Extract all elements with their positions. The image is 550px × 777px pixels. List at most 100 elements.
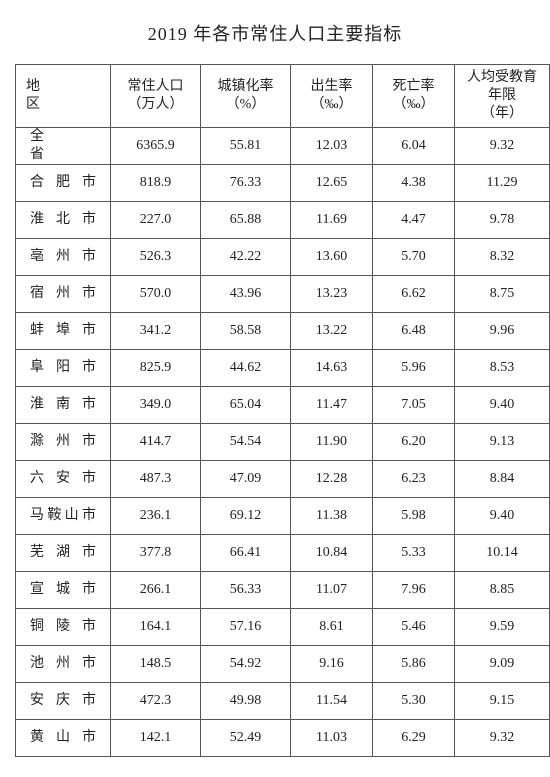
cell-pop: 487.3 xyxy=(111,461,201,498)
cell-region: 合肥市 xyxy=(16,165,111,202)
cell-region: 淮北市 xyxy=(16,202,111,239)
cell-pop: 472.3 xyxy=(111,683,201,720)
cell-birth: 12.65 xyxy=(291,165,373,202)
cell-birth: 12.03 xyxy=(291,128,373,165)
cell-birth: 8.61 xyxy=(291,609,373,646)
cell-pop: 377.8 xyxy=(111,535,201,572)
cell-urban: 57.16 xyxy=(201,609,291,646)
cell-urban: 65.04 xyxy=(201,387,291,424)
cell-death: 6.29 xyxy=(373,720,455,757)
cell-region: 安庆市 xyxy=(16,683,111,720)
table-row: 黄山市142.152.4911.036.299.32 xyxy=(16,720,550,757)
cell-death: 5.33 xyxy=(373,535,455,572)
cell-edu: 9.78 xyxy=(455,202,550,239)
cell-death: 4.38 xyxy=(373,165,455,202)
cell-urban: 52.49 xyxy=(201,720,291,757)
col-header-edu: 人均受教育年限（年） xyxy=(455,65,550,128)
cell-region: 铜陵市 xyxy=(16,609,111,646)
cell-urban: 55.81 xyxy=(201,128,291,165)
cell-birth: 10.84 xyxy=(291,535,373,572)
cell-death: 6.62 xyxy=(373,276,455,313)
cell-urban: 54.92 xyxy=(201,646,291,683)
table-row: 宿州市570.043.9613.236.628.75 xyxy=(16,276,550,313)
cell-region: 马鞍山市 xyxy=(16,498,111,535)
col-header-pop: 常住人口（万人） xyxy=(111,65,201,128)
cell-edu: 9.09 xyxy=(455,646,550,683)
cell-edu: 9.32 xyxy=(455,720,550,757)
cell-urban: 44.62 xyxy=(201,350,291,387)
table-body: 全 省6365.955.8112.036.049.32合肥市818.976.33… xyxy=(16,128,550,757)
col-header-urban: 城镇化率（%） xyxy=(201,65,291,128)
cell-pop: 266.1 xyxy=(111,572,201,609)
cell-pop: 349.0 xyxy=(111,387,201,424)
table-row: 滁州市414.754.5411.906.209.13 xyxy=(16,424,550,461)
page-title: 2019 年各市常住人口主要指标 xyxy=(15,20,535,46)
cell-pop: 6365.9 xyxy=(111,128,201,165)
cell-birth: 11.03 xyxy=(291,720,373,757)
cell-region: 蚌埠市 xyxy=(16,313,111,350)
col-header-birth: 出生率（‰） xyxy=(291,65,373,128)
cell-pop: 570.0 xyxy=(111,276,201,313)
cell-urban: 47.09 xyxy=(201,461,291,498)
cell-edu: 8.75 xyxy=(455,276,550,313)
cell-birth: 13.22 xyxy=(291,313,373,350)
cell-edu: 8.85 xyxy=(455,572,550,609)
cell-pop: 236.1 xyxy=(111,498,201,535)
cell-region: 六安市 xyxy=(16,461,111,498)
table-row: 淮南市349.065.0411.477.059.40 xyxy=(16,387,550,424)
cell-urban: 49.98 xyxy=(201,683,291,720)
cell-pop: 341.2 xyxy=(111,313,201,350)
col-header-death: 死亡率（‰） xyxy=(373,65,455,128)
cell-edu: 9.40 xyxy=(455,498,550,535)
cell-edu: 11.29 xyxy=(455,165,550,202)
cell-region: 淮南市 xyxy=(16,387,111,424)
table-row: 马鞍山市236.169.1211.385.989.40 xyxy=(16,498,550,535)
cell-region: 阜阳市 xyxy=(16,350,111,387)
cell-urban: 76.33 xyxy=(201,165,291,202)
table-row: 芜湖市377.866.4110.845.3310.14 xyxy=(16,535,550,572)
table-row: 宣城市266.156.3311.077.968.85 xyxy=(16,572,550,609)
cell-edu: 8.84 xyxy=(455,461,550,498)
cell-death: 6.04 xyxy=(373,128,455,165)
cell-pop: 227.0 xyxy=(111,202,201,239)
cell-region: 芜湖市 xyxy=(16,535,111,572)
cell-birth: 11.07 xyxy=(291,572,373,609)
cell-death: 7.96 xyxy=(373,572,455,609)
table-header-row: 地 区 常住人口（万人） 城镇化率（%） 出生率（‰） 死亡率（‰） 人均受教育… xyxy=(16,65,550,128)
table-row: 合肥市818.976.3312.654.3811.29 xyxy=(16,165,550,202)
table-row: 安庆市472.349.9811.545.309.15 xyxy=(16,683,550,720)
cell-death: 6.48 xyxy=(373,313,455,350)
table-row: 蚌埠市341.258.5813.226.489.96 xyxy=(16,313,550,350)
cell-death: 5.30 xyxy=(373,683,455,720)
cell-death: 4.47 xyxy=(373,202,455,239)
cell-urban: 65.88 xyxy=(201,202,291,239)
cell-death: 6.20 xyxy=(373,424,455,461)
cell-birth: 11.54 xyxy=(291,683,373,720)
cell-death: 6.23 xyxy=(373,461,455,498)
cell-birth: 9.16 xyxy=(291,646,373,683)
cell-region: 池州市 xyxy=(16,646,111,683)
cell-urban: 69.12 xyxy=(201,498,291,535)
cell-death: 5.70 xyxy=(373,239,455,276)
cell-urban: 56.33 xyxy=(201,572,291,609)
table-row: 六安市487.347.0912.286.238.84 xyxy=(16,461,550,498)
cell-birth: 12.28 xyxy=(291,461,373,498)
cell-birth: 11.38 xyxy=(291,498,373,535)
cell-urban: 66.41 xyxy=(201,535,291,572)
population-table: 地 区 常住人口（万人） 城镇化率（%） 出生率（‰） 死亡率（‰） 人均受教育… xyxy=(15,64,550,757)
cell-region: 滁州市 xyxy=(16,424,111,461)
cell-pop: 142.1 xyxy=(111,720,201,757)
cell-pop: 414.7 xyxy=(111,424,201,461)
cell-region: 亳州市 xyxy=(16,239,111,276)
table-row: 阜阳市825.944.6214.635.968.53 xyxy=(16,350,550,387)
cell-death: 5.98 xyxy=(373,498,455,535)
cell-edu: 9.32 xyxy=(455,128,550,165)
cell-pop: 825.9 xyxy=(111,350,201,387)
cell-death: 5.86 xyxy=(373,646,455,683)
cell-edu: 9.40 xyxy=(455,387,550,424)
cell-edu: 9.15 xyxy=(455,683,550,720)
cell-pop: 818.9 xyxy=(111,165,201,202)
table-row: 淮北市227.065.8811.694.479.78 xyxy=(16,202,550,239)
col-header-region: 地 区 xyxy=(16,65,111,128)
cell-region: 宿州市 xyxy=(16,276,111,313)
